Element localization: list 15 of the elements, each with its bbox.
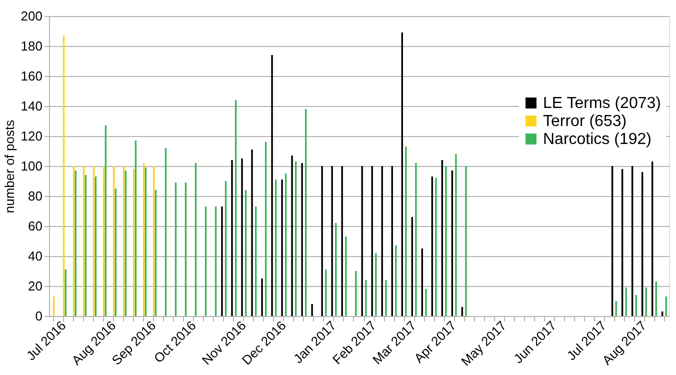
y-tick-label: 100 bbox=[20, 158, 42, 174]
y-tick-label: 20 bbox=[28, 278, 42, 294]
y-axis-title: number of posts bbox=[2, 119, 17, 214]
y-tick-label: 0 bbox=[35, 308, 42, 324]
legend-label: Terror (653) bbox=[543, 113, 627, 130]
y-tick-label: 40 bbox=[28, 248, 42, 264]
legend-label: Narcotics (192) bbox=[543, 131, 652, 148]
y-tick-label: 80 bbox=[28, 188, 42, 204]
y-tick-label: 120 bbox=[20, 128, 42, 144]
y-tick-label: 160 bbox=[20, 68, 42, 84]
y-tick-label: 180 bbox=[20, 38, 42, 54]
y-tick-label: 140 bbox=[20, 98, 42, 114]
legend-label: LE Terms (2073) bbox=[543, 95, 661, 112]
y-tick-label: 200 bbox=[20, 8, 42, 24]
y-tick-label: 60 bbox=[28, 218, 42, 234]
